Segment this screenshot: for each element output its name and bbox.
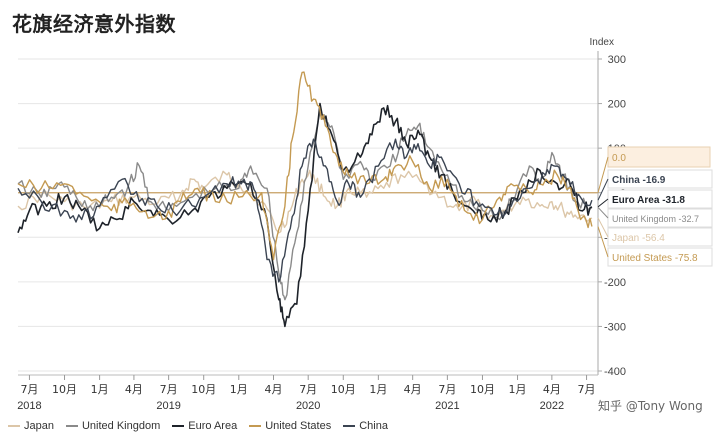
series-line-euro-area xyxy=(17,102,593,328)
y-tick-label: 300 xyxy=(608,54,626,66)
x-tick-label: 7月 xyxy=(299,383,317,396)
x-tick-label: 4月 xyxy=(264,383,282,396)
watermark: 知乎 @Tony Wong xyxy=(598,399,703,413)
x-tick-label: 10月 xyxy=(52,383,77,396)
x-tick-label: 7月 xyxy=(438,383,456,396)
x-tick-label: 10月 xyxy=(470,383,495,396)
legend-label: Euro Area xyxy=(188,420,238,432)
x-year-label: 2019 xyxy=(156,400,180,412)
series-line-united-states xyxy=(17,71,593,261)
legend-swatch xyxy=(249,425,262,427)
x-tick-label: 7月 xyxy=(578,383,596,396)
y-tick-label: -200 xyxy=(604,277,626,289)
legend-swatch xyxy=(8,425,20,427)
chart-title: 花旗经济意外指数 xyxy=(12,12,176,36)
end-label: China -16.9 xyxy=(612,175,666,186)
legend-label: Japan xyxy=(24,420,54,432)
legend-item: Euro Area xyxy=(172,420,237,432)
x-tick-label: 7月 xyxy=(20,383,38,396)
end-label: 0.0 xyxy=(612,153,626,164)
end-label: Euro Area -31.8 xyxy=(612,195,685,206)
y-tick-label: 200 xyxy=(608,99,626,111)
series-line-japan xyxy=(17,169,593,234)
series-line-china xyxy=(17,138,593,283)
series-layer xyxy=(17,71,593,328)
legend-label: United States xyxy=(265,420,332,432)
legend-item: Japan xyxy=(8,420,54,432)
end-label-leader xyxy=(597,156,609,193)
x-tick-label: 7月 xyxy=(160,383,178,396)
x-tick-label: 1月 xyxy=(369,383,387,396)
legend: Japan United Kingdom Euro Area United State… xyxy=(8,420,388,432)
end-labels-layer: 0.0 China -16.9 Euro Area -31.8 United King… xyxy=(597,146,713,267)
end-label-leader xyxy=(597,217,609,238)
y-axis-label: Index xyxy=(590,37,614,48)
x-tick-label: 4月 xyxy=(404,383,422,396)
legend-item: China xyxy=(343,420,388,432)
legend-swatch xyxy=(172,425,185,427)
legend-swatch xyxy=(343,425,356,427)
legend-label: United Kingdom xyxy=(81,420,161,432)
end-label: United States -75.8 xyxy=(612,253,698,264)
legend-label: China xyxy=(359,420,388,432)
x-year-label: 2018 xyxy=(17,400,41,412)
end-label: United Kingdom -32.7 xyxy=(612,214,699,224)
x-tick-label: 4月 xyxy=(125,383,143,396)
legend-item: United Kingdom xyxy=(65,420,161,432)
end-label: Japan -56.4 xyxy=(612,233,665,244)
x-tick-label: 1月 xyxy=(91,383,109,396)
end-label-leader xyxy=(597,178,609,201)
x-year-label: 2020 xyxy=(296,400,320,412)
x-year-label: 2021 xyxy=(435,400,459,412)
x-tick-label: 10月 xyxy=(331,383,356,396)
y-tick-label: -300 xyxy=(604,321,626,333)
legend-item: United States xyxy=(249,420,331,432)
end-label-leader xyxy=(597,198,609,208)
x-year-label: 2022 xyxy=(540,400,564,412)
x-tick-label: 4月 xyxy=(543,383,561,396)
x-tick-label: 1月 xyxy=(509,383,527,396)
y-tick-label: -400 xyxy=(604,366,626,378)
legend-swatch xyxy=(65,425,78,427)
x-tick-label: 1月 xyxy=(230,383,248,396)
x-tick-label: 10月 xyxy=(191,383,216,396)
end-label-leader xyxy=(597,226,609,258)
end-label-leader xyxy=(597,206,609,219)
